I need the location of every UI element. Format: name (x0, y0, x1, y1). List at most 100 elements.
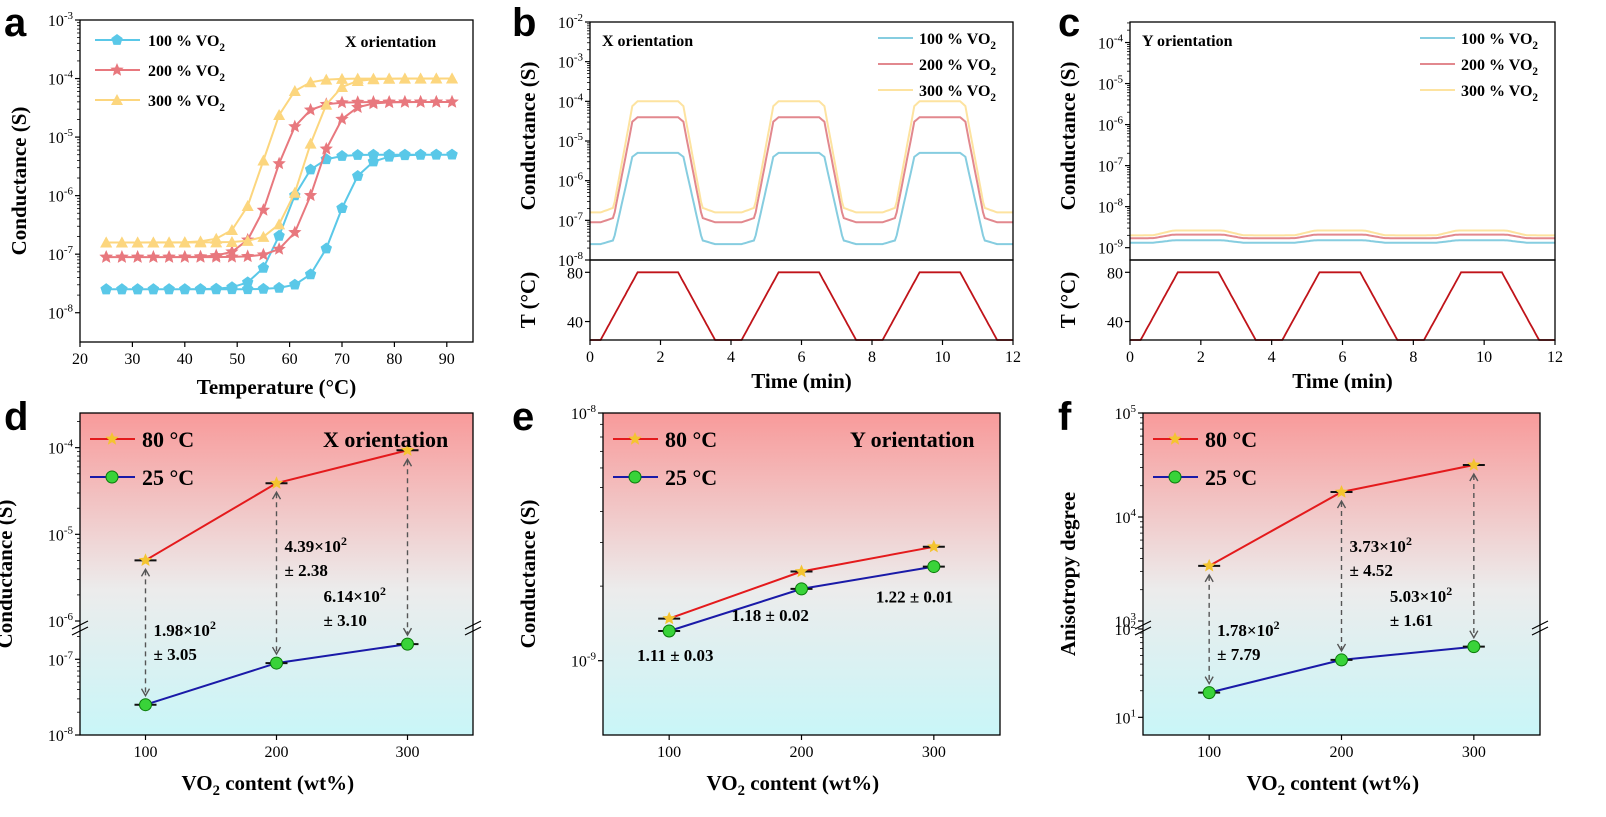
y-tick-label: 10-3 (48, 10, 74, 30)
text-main: 100 % VO (919, 31, 990, 48)
legend-marker (628, 432, 642, 445)
orientation-annotation: X orientation (602, 33, 693, 50)
series-3-point (100, 236, 113, 248)
series-2-point (146, 250, 160, 263)
tick-exponent: -4 (64, 69, 74, 81)
series-3-point (163, 236, 176, 248)
series-1-point (927, 539, 941, 553)
ratio-arrowhead-down (1469, 630, 1479, 640)
y2-tick-label: 40 (1107, 315, 1123, 332)
text-main: 3.73×10 (1350, 537, 1406, 556)
tick-base: 10 (48, 72, 64, 89)
series-1-point (100, 283, 112, 295)
series-2-point (303, 102, 318, 116)
series-2-point (795, 582, 808, 596)
x-axis-label-rest: content (wt%) (745, 771, 879, 795)
x-tick-label: 0 (586, 349, 594, 366)
tick-base: 10 (571, 406, 587, 423)
series-2-point (272, 156, 286, 170)
x-tick-label: 12 (1005, 349, 1021, 366)
y-tick-label: 10-4 (1098, 33, 1124, 53)
series-3-point (320, 73, 333, 85)
series-3-point (147, 236, 160, 248)
legend-label: 200 % VO2 (148, 63, 225, 84)
series-1-point (446, 148, 458, 160)
x-tick-label: 300 (922, 744, 946, 761)
series-1-point (400, 443, 415, 456)
series-1-point (320, 242, 332, 254)
y-tick-label: 10-9 (571, 651, 597, 671)
tick-base: 10 (48, 441, 64, 458)
text-subscript: 2 (219, 102, 225, 114)
tick-base: 10 (48, 652, 64, 669)
text-subscript: 2 (219, 72, 225, 84)
legend-label: 200 % VO2 (919, 57, 996, 78)
series-1-point (662, 611, 676, 625)
text-main: 1.98×10 (154, 621, 210, 640)
series-2-point (335, 95, 349, 109)
text-main: 5.03×10 (1390, 587, 1446, 606)
x-tick-label: 10 (935, 349, 951, 366)
tick-base: 10 (1115, 622, 1131, 639)
series-2-point (366, 95, 381, 108)
series-1-point (179, 283, 191, 295)
tick-exponent: 4 (1131, 507, 1137, 519)
text-subscript: 2 (990, 40, 996, 52)
text-subscript: 2 (213, 783, 220, 799)
legend-label: 25 °C (142, 465, 194, 490)
x-axis-label-rest: content (wt%) (1285, 771, 1419, 795)
orientation-annotation: Y orientation (850, 427, 974, 452)
series-1-point (304, 163, 317, 175)
series-1-point (414, 148, 427, 160)
tick-base: 10 (48, 189, 64, 206)
series-1-point (257, 282, 270, 294)
x-tick-label: 12 (1547, 349, 1563, 366)
ratio-arrowhead-down (271, 646, 282, 656)
series-2-point (256, 203, 271, 216)
tick-base: 10 (48, 527, 64, 544)
series-1-point (304, 268, 317, 280)
ratio-label: 1.22 ± 0.01 (876, 588, 953, 607)
series-line-1 (590, 151, 1013, 246)
y-axis-label: Conductance (S) (516, 500, 540, 649)
panel-a-chart: 20 30 40 50 60 70 80 9010-810-710-610-510-410-3… (7, 10, 474, 399)
tick-base: 10 (1098, 159, 1114, 176)
series-3-point (131, 236, 144, 248)
y-tick-label: 10-3 (558, 52, 584, 72)
series-2-point (272, 242, 286, 255)
tick-exponent: -6 (64, 186, 74, 198)
x-tick-label: 4 (727, 349, 735, 366)
x-tick-label: 6 (798, 349, 806, 366)
tick-exponent: -4 (574, 91, 584, 103)
legend-label: 25 °C (665, 465, 717, 490)
tick-exponent: -6 (574, 171, 584, 183)
x-axis-label: VO2 content (wt%) (182, 771, 355, 799)
tick-exponent: -6 (64, 611, 74, 623)
y-tick-label: 10-6 (48, 186, 74, 206)
series-3-point (241, 199, 254, 211)
ratio-arrowhead-up (1204, 573, 1214, 583)
series-3-point (273, 218, 286, 230)
series-3-point (351, 72, 364, 84)
text-main: 300 % VO (919, 83, 990, 100)
x-tick-label: 0 (1126, 349, 1134, 366)
text-main: VO (182, 771, 213, 795)
series-3-point (430, 72, 443, 84)
series-2-point (413, 95, 428, 108)
x-tick-label: 200 (1330, 744, 1354, 761)
x-tick-label: 50 (229, 351, 245, 368)
text-subscript: 2 (1532, 40, 1538, 52)
series-1-point (131, 283, 144, 295)
y-tick-label: 105 (1115, 403, 1137, 423)
tick-base: 10 (558, 94, 574, 111)
y-tick-label: 10-2 (558, 12, 583, 32)
x-tick-label: 8 (868, 349, 876, 366)
y-tick-label: 10-4 (48, 69, 74, 89)
series-2-point (445, 95, 459, 108)
series-1-point (289, 278, 301, 290)
tick-exponent: -8 (574, 250, 584, 262)
x-axis-label: Time (min) (1292, 369, 1393, 393)
tick-base: 10 (1115, 710, 1131, 727)
text-subscript: 2 (990, 92, 996, 104)
x-tick-label: 10 (1476, 349, 1492, 366)
